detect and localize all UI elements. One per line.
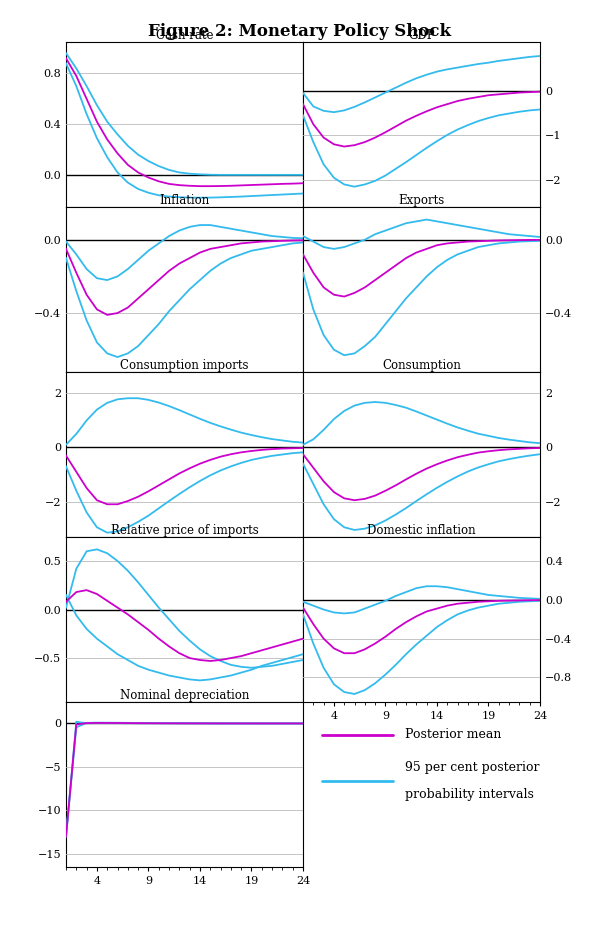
- Text: probability intervals: probability intervals: [405, 788, 534, 801]
- Text: 95 per cent posterior: 95 per cent posterior: [405, 761, 539, 774]
- Title: Consumption imports: Consumption imports: [120, 359, 249, 372]
- Title: Relative price of imports: Relative price of imports: [110, 524, 259, 537]
- Title: Exports: Exports: [398, 194, 445, 207]
- Title: Domestic inflation: Domestic inflation: [367, 524, 476, 537]
- Title: GDP: GDP: [408, 29, 435, 42]
- Title: Consumption: Consumption: [382, 359, 461, 372]
- Title: Nominal depreciation: Nominal depreciation: [120, 689, 249, 702]
- Title: Cash rate: Cash rate: [156, 29, 213, 42]
- Title: Inflation: Inflation: [160, 194, 209, 207]
- Text: Posterior mean: Posterior mean: [405, 729, 501, 742]
- Text: Figure 2: Monetary Policy Shock: Figure 2: Monetary Policy Shock: [148, 23, 452, 40]
